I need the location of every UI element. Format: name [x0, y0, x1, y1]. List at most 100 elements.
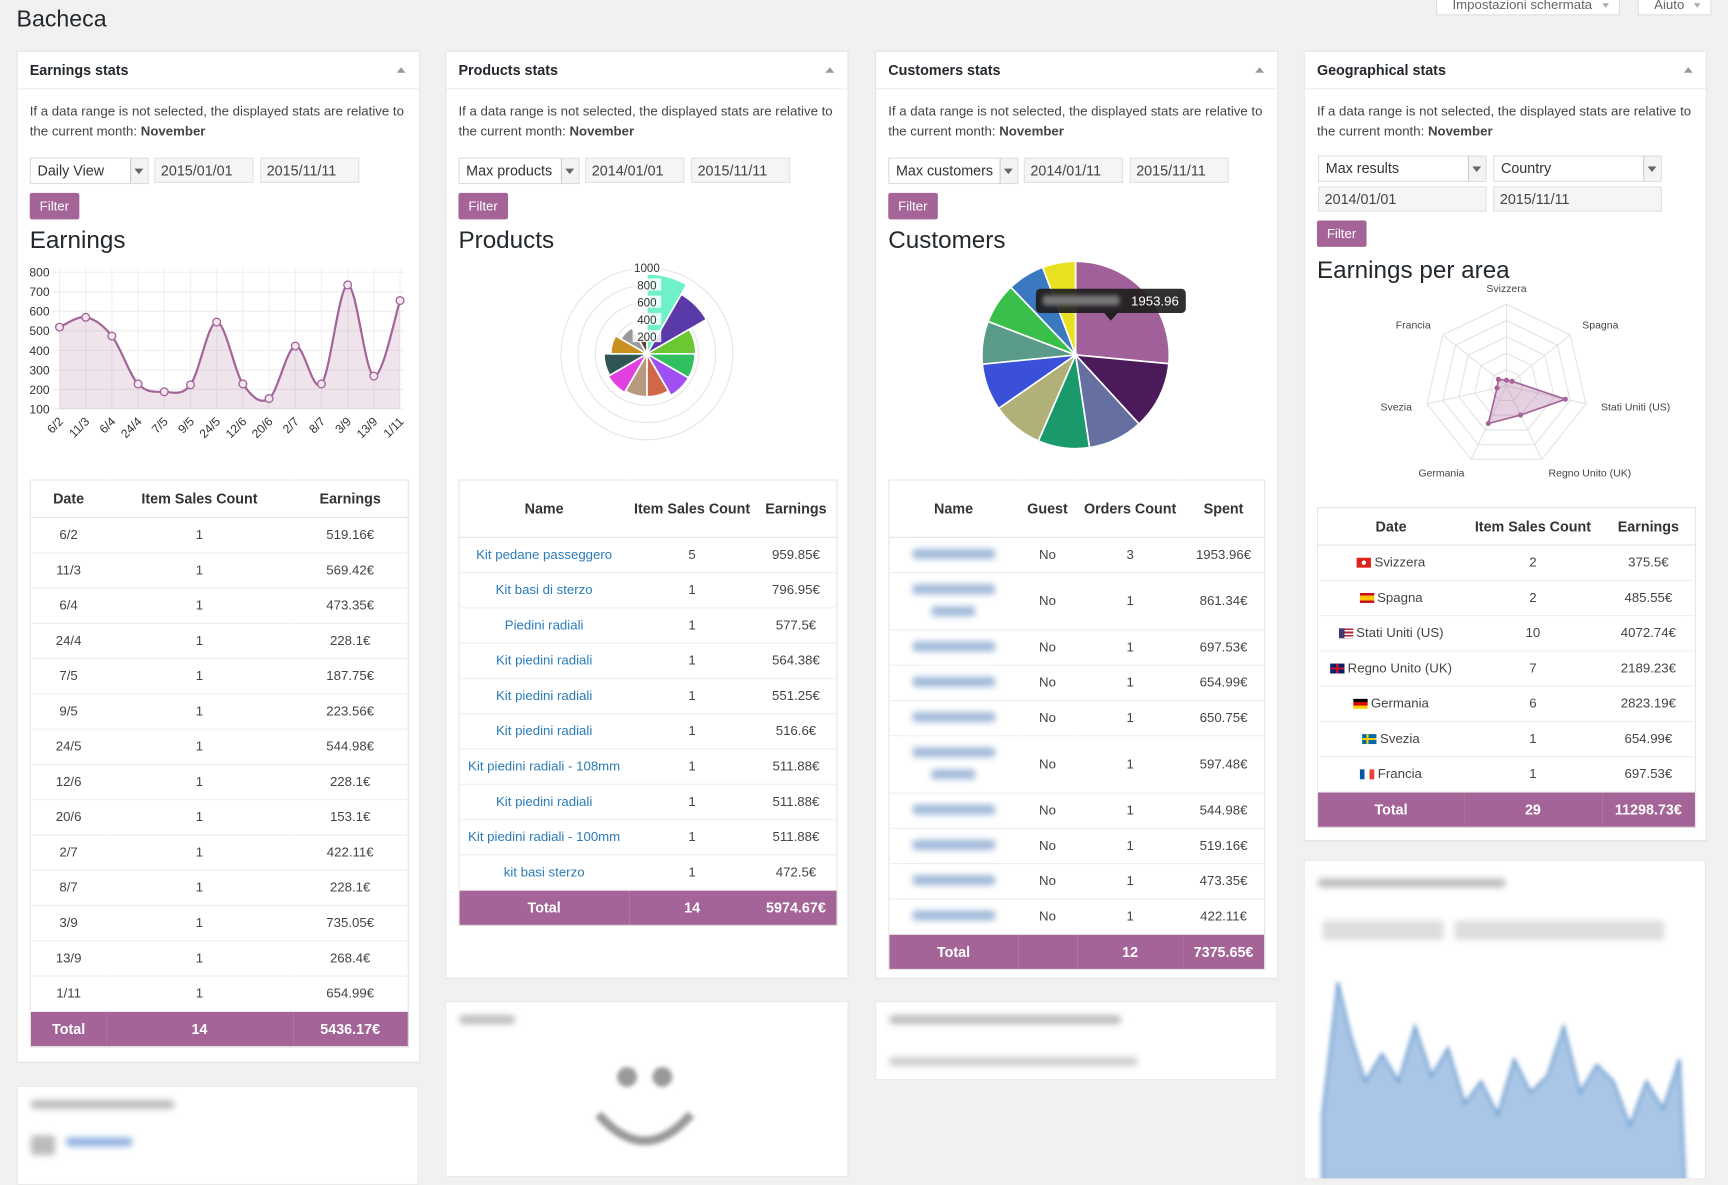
blurred-name	[888, 572, 1018, 631]
cell-text: 544.98€	[1199, 802, 1248, 818]
table-cell: 7/5	[30, 658, 107, 695]
cell-text: No	[1039, 872, 1056, 889]
table-row: Kit pedane passeggero 5 959.85€	[458, 537, 837, 574]
stats-panel: Customers stats If a data range is not se…	[875, 50, 1279, 979]
table-cell[interactable]: Kit piedini radiali	[458, 678, 629, 715]
table-cell[interactable]: Kit piedini radiali	[458, 713, 629, 750]
screen-options-button[interactable]: Impostazioni schermata	[1435, 0, 1620, 16]
cell-text: 796.95€	[772, 581, 820, 598]
date-to[interactable]: 2015/11/11	[1129, 157, 1229, 183]
cell-text: 14	[684, 899, 701, 916]
cell-text: 1	[1126, 872, 1134, 889]
table-cell[interactable]: Piedini radiali	[458, 607, 629, 644]
filter-button[interactable]: Filter	[888, 192, 938, 220]
filter-button[interactable]: Filter	[29, 192, 79, 220]
panel-header: Customers stats	[876, 52, 1278, 90]
cell-text: 485.55€	[1624, 589, 1673, 606]
collapse-toggle[interactable]	[1255, 67, 1265, 73]
cell-text: Kit basi di sterzo	[495, 581, 593, 598]
collapse-toggle[interactable]	[1683, 67, 1693, 73]
view-select[interactable]: Max products	[458, 157, 580, 185]
cell-text: 1	[195, 703, 204, 719]
table-cell: 1	[628, 678, 756, 715]
date-from[interactable]: 2015/01/01	[154, 157, 254, 183]
cell-text: 1	[195, 667, 204, 684]
table-cell: 1	[628, 643, 756, 679]
blurred-text	[931, 606, 976, 617]
filter-select[interactable]: Max results	[1318, 155, 1487, 182]
table-cell: 268.4€	[292, 940, 409, 977]
note-text: If a data range is not selected, the dis…	[1316, 103, 1692, 139]
collapse-toggle[interactable]	[825, 67, 835, 73]
table-row: No 1 597.48€	[888, 735, 1265, 794]
date-from[interactable]: 2014/01/01	[585, 157, 685, 183]
table-row: kit basi sterzo 1 472.5€	[458, 854, 837, 891]
table-row: 3/9 1 735.05€	[30, 905, 409, 942]
table-cell[interactable]: Kit piedini radiali - 108mm	[458, 748, 629, 785]
table-cell: 422.11€	[292, 834, 409, 871]
total-cell: 5974.67€	[755, 890, 837, 926]
table-cell[interactable]: Kit piedini radiali - 100mm	[458, 819, 629, 856]
cell-text: 1	[688, 828, 696, 845]
date-from[interactable]: 2014/01/11	[1023, 157, 1123, 183]
table-cell: 1	[1464, 756, 1602, 793]
cell-text: 697.53€	[1624, 766, 1673, 782]
table-cell: 1	[106, 870, 293, 907]
cell-text: 10	[1525, 624, 1541, 641]
flag-icon	[1353, 698, 1368, 709]
table-cell: No	[1017, 898, 1078, 935]
table-cell: 10	[1464, 615, 1602, 652]
cell-text: 7/5	[59, 667, 78, 684]
cell-text: 1	[688, 723, 696, 739]
cell-text: Total	[1374, 801, 1408, 818]
view-select[interactable]: Max customers	[888, 157, 1019, 185]
table-cell[interactable]: Kit piedini radiali	[458, 784, 629, 821]
cell-text: 5436.17€	[320, 1020, 381, 1038]
blurred-widget	[875, 1000, 1278, 1081]
table-cell[interactable]: kit basi sterzo	[458, 854, 629, 891]
filter-button[interactable]: Filter	[458, 192, 508, 220]
table-row: 8/7 1 228.1€	[30, 870, 409, 907]
range-note: If a data range is not selected, the dis…	[1317, 101, 1694, 141]
blurred-text	[912, 839, 995, 850]
cell-text: 187.75€	[326, 667, 375, 684]
date-to[interactable]: 2015/11/11	[260, 157, 360, 183]
date-to[interactable]: 2015/11/11	[690, 157, 791, 183]
filter-button[interactable]: Filter	[1316, 220, 1367, 247]
cell-text: Stati Uniti (US)	[1356, 624, 1444, 641]
total-cell: 7375.65€	[1183, 934, 1265, 970]
table-cell: No	[1017, 665, 1078, 702]
table-row: Stati Uniti (US) 10 4072.74€	[1317, 615, 1696, 652]
filter-select[interactable]: Country	[1493, 155, 1662, 182]
select-arrow	[1467, 156, 1486, 181]
blurred-text	[912, 712, 995, 722]
view-select[interactable]: Daily View	[29, 157, 149, 185]
table-cell: 796.95€	[755, 572, 837, 609]
blurred-widget	[445, 1000, 849, 1178]
cell-text: 268.4€	[329, 950, 371, 966]
cell-text: 1	[195, 738, 204, 754]
cell-text: 7	[1529, 660, 1537, 676]
help-button[interactable]: Aiuto	[1637, 0, 1712, 16]
cell-text: 1	[195, 879, 204, 896]
cell-text: No	[1039, 639, 1056, 655]
table-cell: 959.85€	[755, 537, 837, 574]
note-month: November	[140, 123, 206, 139]
stats-table: Date Item Sales Count Earnings Svizzera 2 375…	[1316, 507, 1697, 828]
collapse-toggle[interactable]	[396, 67, 406, 73]
date-input[interactable]: 2014/01/01	[1318, 186, 1487, 212]
cell-text: Total	[527, 899, 561, 916]
table-cell[interactable]: Kit piedini radiali	[458, 643, 629, 679]
cell-text: 8/7	[59, 879, 78, 896]
cell-text: 5974.67€	[766, 899, 826, 916]
total-row: Total 14 5974.67€	[458, 890, 837, 926]
cell-text: 519.16€	[326, 526, 375, 543]
date-input[interactable]: 2015/11/11	[1493, 186, 1662, 212]
cell-text: 1	[195, 597, 204, 613]
table-row: No 3 1953.96€	[888, 537, 1265, 574]
table-cell: 1	[106, 764, 293, 801]
table-cell[interactable]: Kit basi di sterzo	[458, 572, 629, 609]
table-cell[interactable]: Kit pedane passeggero	[458, 537, 629, 574]
header-row: Name Item Sales Count Earnings	[458, 480, 837, 538]
flag-icon	[1362, 734, 1377, 745]
